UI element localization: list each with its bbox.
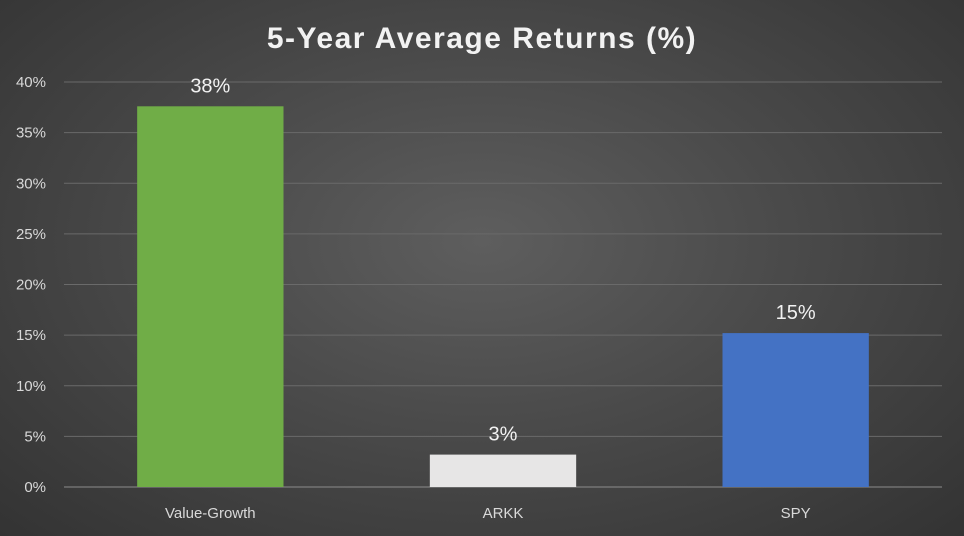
y-tick-label: 30% (16, 175, 46, 192)
chart-title: 5-Year Average Returns (%) (267, 22, 697, 55)
y-tick-label: 10% (16, 378, 46, 395)
bar-spy (722, 333, 869, 487)
y-tick-label: 15% (16, 327, 46, 344)
x-tick-label: SPY (781, 505, 811, 522)
bar-value-growth (137, 106, 284, 488)
data-label: 15% (776, 302, 816, 324)
y-axis-ticks: 0% 5% 10% 15% 20% 25% 30% 35% 40% (16, 74, 46, 496)
data-label: 3% (489, 424, 518, 446)
y-tick-label: 35% (16, 125, 46, 142)
y-tick-label: 40% (16, 74, 46, 91)
data-label: 38% (190, 75, 230, 97)
y-tick-label: 0% (24, 479, 46, 496)
bars (137, 106, 869, 488)
y-tick-label: 5% (24, 428, 46, 445)
x-tick-label: Value-Growth (165, 505, 256, 522)
bar-arkk (429, 454, 577, 487)
y-tick-label: 20% (16, 277, 46, 294)
y-tick-label: 25% (16, 226, 46, 243)
x-axis-ticks: Value-Growth ARKK SPY (165, 505, 811, 522)
data-labels: 38% 3% 15% (190, 75, 816, 445)
x-tick-label: ARKK (483, 505, 524, 522)
